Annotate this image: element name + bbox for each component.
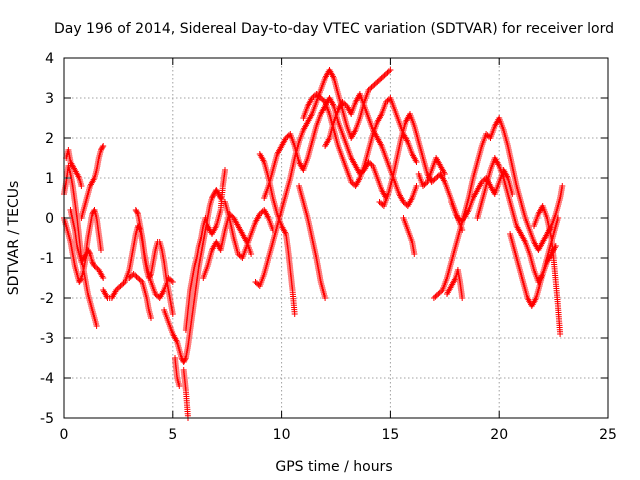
data-point-track: [296, 183, 329, 301]
data-point-track: [132, 207, 176, 301]
data-point-track: [100, 223, 176, 317]
data-point-track: [415, 155, 448, 189]
plot-frame: [63, 57, 609, 419]
y-tick-label: -5: [40, 411, 54, 427]
x-tick-label: 25: [599, 427, 617, 443]
data-point-track: [126, 271, 154, 321]
data-point-track: [61, 163, 100, 329]
y-tick-label: 4: [45, 51, 54, 67]
x-tick-label: 0: [60, 427, 69, 443]
x-tick-label: 5: [168, 427, 177, 443]
y-tick-label: -1: [40, 251, 54, 267]
y-tick-label: 2: [45, 131, 54, 147]
y-tick-label: -2: [40, 291, 54, 307]
data-point-track: [444, 267, 466, 301]
y-tick-label: -4: [40, 371, 54, 387]
data-point-track: [400, 215, 418, 257]
data-point-track: [261, 95, 389, 201]
data-point-track: [67, 207, 104, 265]
data-point-track: [222, 199, 276, 261]
y-tick-label: 3: [45, 91, 54, 107]
y-tick-label: 0: [45, 211, 54, 227]
y-tick-label: 1: [45, 171, 54, 187]
axis-ticks: [63, 57, 609, 419]
data-point-track: [78, 143, 107, 221]
y-axis-label: SDTVAR / TECUs: [6, 181, 22, 296]
data-point-track: [172, 355, 183, 389]
x-tick-label: 10: [273, 427, 291, 443]
x-tick-label: 15: [381, 427, 399, 443]
x-axis-label: GPS time / hours: [275, 459, 392, 475]
data-point-track: [200, 211, 255, 281]
data-point-track: [63, 147, 85, 189]
x-tick-label: 20: [490, 427, 508, 443]
data-point-track: [180, 367, 191, 421]
data-series-sdtvar: [61, 67, 566, 421]
chart-title: Day 196 of 2014, Sidereal Day-to-day VTE…: [54, 21, 614, 37]
tick-labels: 0 5 10 15 20 25 -5 -4 -3 -2 -1 0 1 2 3 4: [40, 51, 617, 443]
y-tick-label: -3: [40, 331, 54, 347]
data-point-track: [531, 203, 564, 337]
data-point-track: [182, 167, 228, 333]
data-point-track: [322, 91, 420, 209]
